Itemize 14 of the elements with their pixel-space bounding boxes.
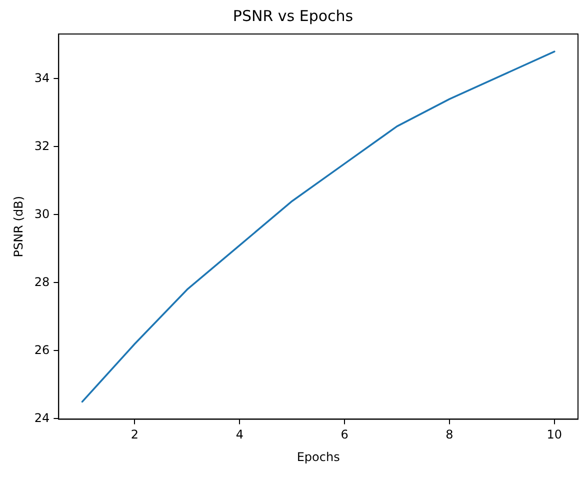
y-axis-title: PSNR (dB): [11, 196, 26, 258]
y-tick-label: 34: [34, 70, 50, 85]
x-tick-label: 6: [340, 428, 348, 442]
x-tick-label: 2: [130, 428, 139, 442]
x-tick-label: 10: [546, 428, 562, 442]
y-tick-label: 24: [34, 410, 50, 425]
y-tick-label: 32: [34, 138, 50, 153]
y-tick-label: 30: [34, 206, 50, 221]
chart-title: PSNR vs Epochs: [232, 6, 354, 25]
y-tick-label: 28: [34, 274, 50, 289]
x-axis-title: Epochs: [296, 450, 340, 464]
y-tick-label: 26: [34, 342, 50, 357]
x-tick-label: 4: [236, 428, 244, 442]
x-tick-label: 8: [446, 428, 454, 442]
